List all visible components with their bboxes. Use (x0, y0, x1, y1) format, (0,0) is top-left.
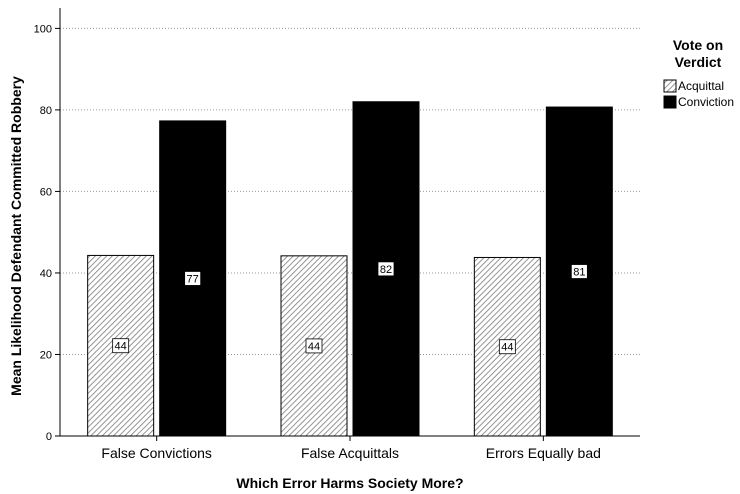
legend-title-line2: Verdict (675, 54, 722, 70)
bars (87, 101, 613, 437)
x-tick-label-0: False Convictions (101, 445, 212, 461)
gridlines (60, 27, 640, 355)
data-label-conviction-1: 82 (380, 264, 392, 276)
data-label-acquittal-0: 44 (115, 341, 127, 353)
legend-title-line1: Vote on (673, 37, 723, 53)
y-tick-label-20: 20 (40, 349, 52, 361)
x-tick-label-2: Errors Equally bad (486, 445, 601, 461)
data-label-conviction-2: 81 (573, 267, 585, 279)
legend-swatch-acquittal (663, 79, 677, 93)
legend-label-acquittal: Acquittal (678, 79, 724, 93)
y-tick-label-80: 80 (40, 105, 52, 117)
y-tick-label-40: 40 (40, 268, 52, 280)
y-tick-label-100: 100 (34, 23, 52, 35)
data-label-box-acquittal-1 (305, 338, 323, 354)
data-label-acquittal-1: 44 (308, 341, 320, 353)
data-label-acquittal-2: 44 (501, 342, 513, 354)
x-tick-label-1: False Acquittals (301, 445, 399, 461)
legend-label-conviction: Conviction (678, 95, 734, 109)
data-label-box-acquittal-2 (498, 339, 516, 355)
y-axis-title: Mean Likelihood Defendant Committed Robb… (8, 76, 24, 396)
y-tick-label-0: 0 (46, 431, 52, 443)
data-label-box-conviction-1 (377, 261, 395, 277)
data-labels: 44 77 44 82 44 81 (112, 261, 588, 355)
x-axis: False Convictions False Acquittals Errors … (60, 435, 640, 461)
data-label-box-conviction-2 (570, 264, 588, 279)
x-axis-title: Which Error Harms Society More? (236, 475, 463, 491)
data-label-box-acquittal-0 (112, 338, 130, 354)
bar-acquittal-2 (473, 256, 541, 437)
legend: Vote on Verdict Acquittal Conviction (663, 37, 734, 109)
y-axis: 0 20 40 60 80 100 (34, 8, 61, 443)
legend-swatch-conviction (663, 95, 677, 109)
y-tick-label-60: 60 (40, 186, 52, 198)
data-label-conviction-0: 77 (187, 273, 199, 285)
data-label-box-conviction-0 (184, 271, 202, 286)
